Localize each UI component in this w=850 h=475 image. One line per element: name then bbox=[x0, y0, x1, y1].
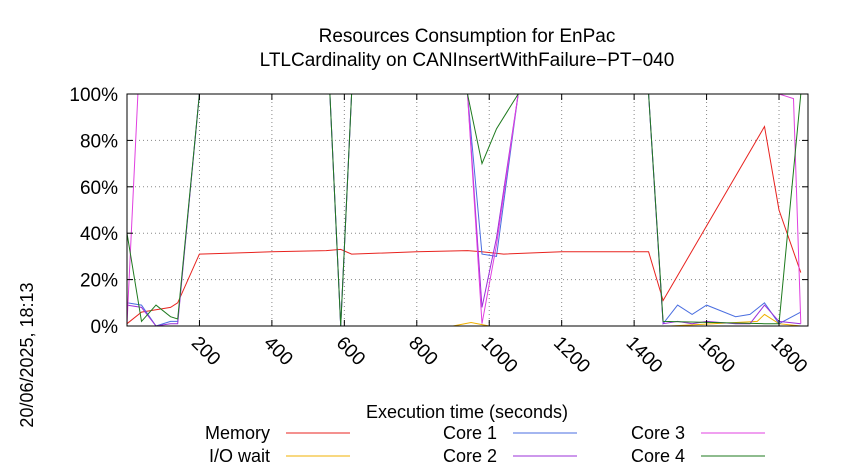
series-group bbox=[126, 93, 802, 327]
series-line-core-4 bbox=[126, 93, 802, 327]
series-line-core-2 bbox=[126, 93, 801, 327]
y-tick-label: 100% bbox=[69, 85, 118, 106]
series-line-memory bbox=[126, 125, 802, 325]
x-tick-label: 1400 bbox=[622, 333, 667, 378]
series-line-core-3 bbox=[126, 93, 802, 324]
legend-label-core-3: Core 3 bbox=[631, 423, 685, 443]
x-axis-label: Execution time (seconds) bbox=[366, 402, 568, 422]
y-tick-label: 20% bbox=[80, 271, 118, 292]
x-tick-label: 1000 bbox=[477, 333, 522, 378]
x-tick-label: 200 bbox=[187, 333, 224, 370]
y-tick-label: 60% bbox=[80, 178, 118, 199]
x-tick-label: 800 bbox=[404, 333, 441, 370]
y-tick-label: 40% bbox=[80, 224, 118, 245]
legend-label-i-o-wait: I/O wait bbox=[209, 446, 270, 466]
legend: Memory I/O wait Core 1 Core 2 Core 3 Core 4 bbox=[205, 423, 765, 466]
series-line-i-o-wait bbox=[127, 313, 801, 327]
legend-label-core-4: Core 4 bbox=[631, 446, 685, 466]
chart-title: Resources Consumption for EnPac bbox=[319, 26, 616, 47]
grid bbox=[127, 94, 808, 326]
chart-subtitle: LTLCardinality on CANInsertWithFailure−P… bbox=[260, 50, 675, 71]
x-tick-label: 1600 bbox=[694, 333, 739, 378]
legend-label-core-2: Core 2 bbox=[443, 446, 497, 466]
x-tick-label: 1800 bbox=[766, 333, 811, 378]
timestamp: 20/06/2025, 18:13 bbox=[17, 282, 37, 427]
y-tick-label: 0% bbox=[91, 317, 119, 338]
y-axis: 0% 20% 40% 60% 80% 100% bbox=[69, 85, 808, 338]
y-tick-label: 80% bbox=[80, 131, 118, 152]
x-tick-label: 400 bbox=[259, 333, 296, 370]
x-tick-label: 1200 bbox=[549, 333, 594, 378]
plot-frame bbox=[126, 93, 809, 327]
x-tick-label: 600 bbox=[332, 333, 369, 370]
legend-label-core-1: Core 1 bbox=[443, 423, 497, 443]
series-line-core-1 bbox=[126, 93, 802, 327]
legend-label-memory: Memory bbox=[205, 423, 270, 443]
